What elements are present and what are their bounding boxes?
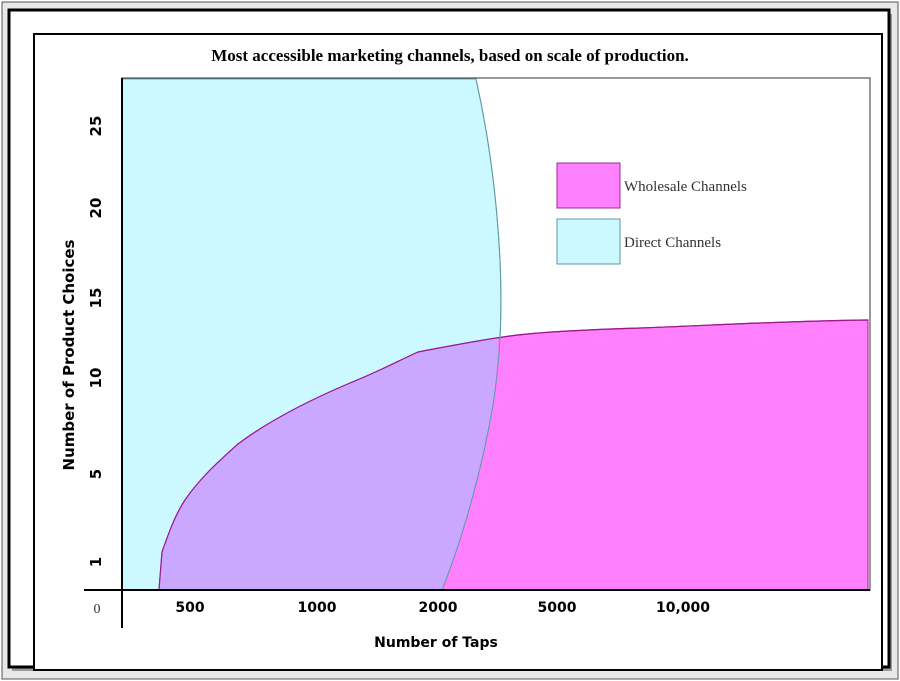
y-tick-label: 1 (87, 557, 105, 567)
x-tick-label: 10,000 (656, 600, 710, 616)
y-tick-label: 25 (87, 116, 105, 137)
x-tick-label: 0 (94, 602, 101, 617)
chart-title: Most accessible marketing channels, base… (211, 46, 689, 65)
y-tick-label: 5 (87, 469, 105, 479)
legend-swatch-wholesale (556, 162, 621, 209)
x-tick-label: 2000 (419, 600, 458, 616)
direct-boundary-curve (441, 78, 502, 591)
legend-swatch-direct (556, 218, 621, 265)
y-tick-label: 20 (87, 198, 105, 219)
y-tick-label: 15 (87, 288, 105, 309)
legend-label-wholesale: Wholesale Channels (624, 179, 747, 195)
legend-label-direct: Direct Channels (624, 235, 721, 251)
x-tick-label: 500 (175, 600, 204, 616)
y-axis-label: Number of Product Choices (60, 239, 78, 470)
legend: Wholesale Channels Direct Channels (556, 162, 747, 265)
x-tick-label: 1000 (298, 600, 337, 616)
x-axis-label: Number of Taps (374, 635, 498, 651)
overlap-area (159, 338, 498, 590)
y-tick-label: 10 (87, 368, 105, 389)
x-tick-label: 5000 (538, 600, 577, 616)
wholesale-curve (158, 319, 869, 591)
